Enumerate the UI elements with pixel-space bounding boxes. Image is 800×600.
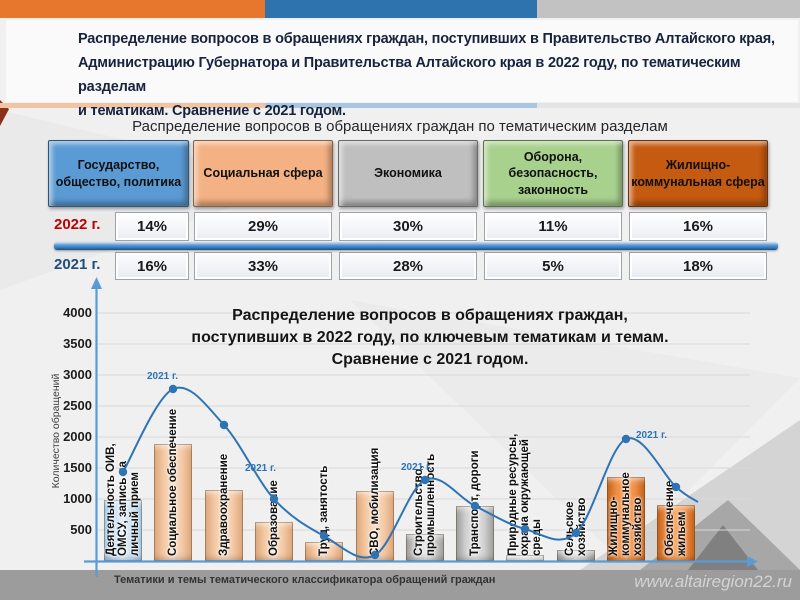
strip-blue-segment <box>265 0 537 18</box>
slide-title: Распределение вопросов в обращениях граж… <box>78 27 784 123</box>
line-point <box>219 420 229 430</box>
y-tick-label: 2000 <box>63 429 92 444</box>
line-series-label: 2021 г. <box>401 462 432 473</box>
year-row-label: 2021 г. <box>54 256 101 273</box>
category-box-label: Социальная сфера <box>203 166 323 181</box>
blue-divider-bar <box>54 242 778 250</box>
y-tick-label: 4000 <box>63 305 92 320</box>
chart-title-line: Сравнение с 2021 годом. <box>331 351 529 368</box>
bar-label: Деятельность ОИВ, ОМСУ, запись на личный… <box>104 443 141 556</box>
secondary-accent-strip <box>0 103 800 108</box>
y-tick-label: 1500 <box>63 460 92 475</box>
y-tick-label: 1000 <box>63 491 92 506</box>
percent-cell: 11% <box>484 212 622 241</box>
y-tick-label: 500 <box>70 522 92 537</box>
chart-title-line: Распределение вопросов в обращениях граж… <box>232 307 628 324</box>
bar-label: Природные ресурсы, охрана окружающей сре… <box>506 433 543 556</box>
line-point <box>168 384 178 394</box>
bar-label: Строительство, промышленность <box>413 453 438 556</box>
bar-label: Сельское хозяйство <box>564 497 589 556</box>
percent-cell: 14% <box>115 212 189 241</box>
percent-cell: 5% <box>484 252 622 280</box>
percent-cell: 16% <box>629 212 767 241</box>
x-axis-caption: Тематики и темы тематического классифика… <box>114 574 496 586</box>
title-panel <box>6 20 798 102</box>
chart-title-line: поступивших в 2022 году, по ключевым тем… <box>191 329 669 346</box>
bar-label: Образование <box>268 480 280 556</box>
year-row-label: 2022 г. <box>54 216 101 233</box>
strip-blue-segment <box>265 103 537 108</box>
percent-cell: 29% <box>194 212 332 241</box>
bar-label: Здравоохранение <box>218 453 230 556</box>
category-box: Жилищно-коммунальная сфера <box>628 140 768 207</box>
category-box-label: Экономика <box>374 166 442 181</box>
line-series-label: 2021 г. <box>147 371 178 382</box>
line-series-label: 2021 г. <box>245 463 276 474</box>
chart-title: Распределение вопросов в обращениях граж… <box>140 305 720 371</box>
strip-gray-segment <box>537 103 800 108</box>
percent-cell: 18% <box>629 252 767 280</box>
percent-cell: 16% <box>115 252 189 280</box>
top-accent-strip <box>0 0 800 18</box>
strip-orange-segment <box>0 103 265 108</box>
slide-title-line: Распределение вопросов в обращениях граж… <box>78 31 775 47</box>
category-box: Социальная сфера <box>193 140 333 207</box>
y-tick-label: 3500 <box>63 336 92 351</box>
line-series-label: 2021 г. <box>636 430 667 441</box>
percent-cell: 33% <box>194 252 332 280</box>
section-table-title: Распределение вопросов в обращениях граж… <box>132 118 668 135</box>
y-axis-arrow <box>91 277 102 289</box>
category-box-label: Государство, общество, политика <box>55 158 182 189</box>
bar-label: Обеспечение жильем <box>664 480 689 556</box>
slide-title-line: и тематикам. Сравнение с 2021 годом. <box>78 103 346 119</box>
footer-strip: Тематики и темы тематического классифика… <box>0 570 800 600</box>
percent-cell: 30% <box>339 212 477 241</box>
category-box: Экономика <box>338 140 478 207</box>
bar-label: Транспорт, дороги <box>469 450 481 556</box>
bar-label: Социальное обеспечение <box>167 408 179 556</box>
y-tick-label: 3000 <box>63 367 92 382</box>
bar-label: Труд, занятость <box>318 465 330 556</box>
category-box-label: Оборона, безопасность, законность <box>508 150 598 197</box>
category-box: Оборона, безопасность, законность <box>483 140 623 207</box>
category-box-label: Жилищно-коммунальная сфера <box>631 158 765 189</box>
background-decor <box>0 100 9 126</box>
slide-title-line: Администрацию Губернатора и Правительств… <box>78 55 741 95</box>
y-tick-label: 2500 <box>63 398 92 413</box>
strip-gray-segment <box>537 0 800 18</box>
category-box: Государство, общество, политика <box>48 140 189 207</box>
bar-label: СВО, мобилизация <box>369 447 381 556</box>
watermark: www.altairegion22.ru <box>634 572 792 591</box>
percent-cell: 28% <box>339 252 477 280</box>
strip-orange-segment <box>0 0 265 18</box>
